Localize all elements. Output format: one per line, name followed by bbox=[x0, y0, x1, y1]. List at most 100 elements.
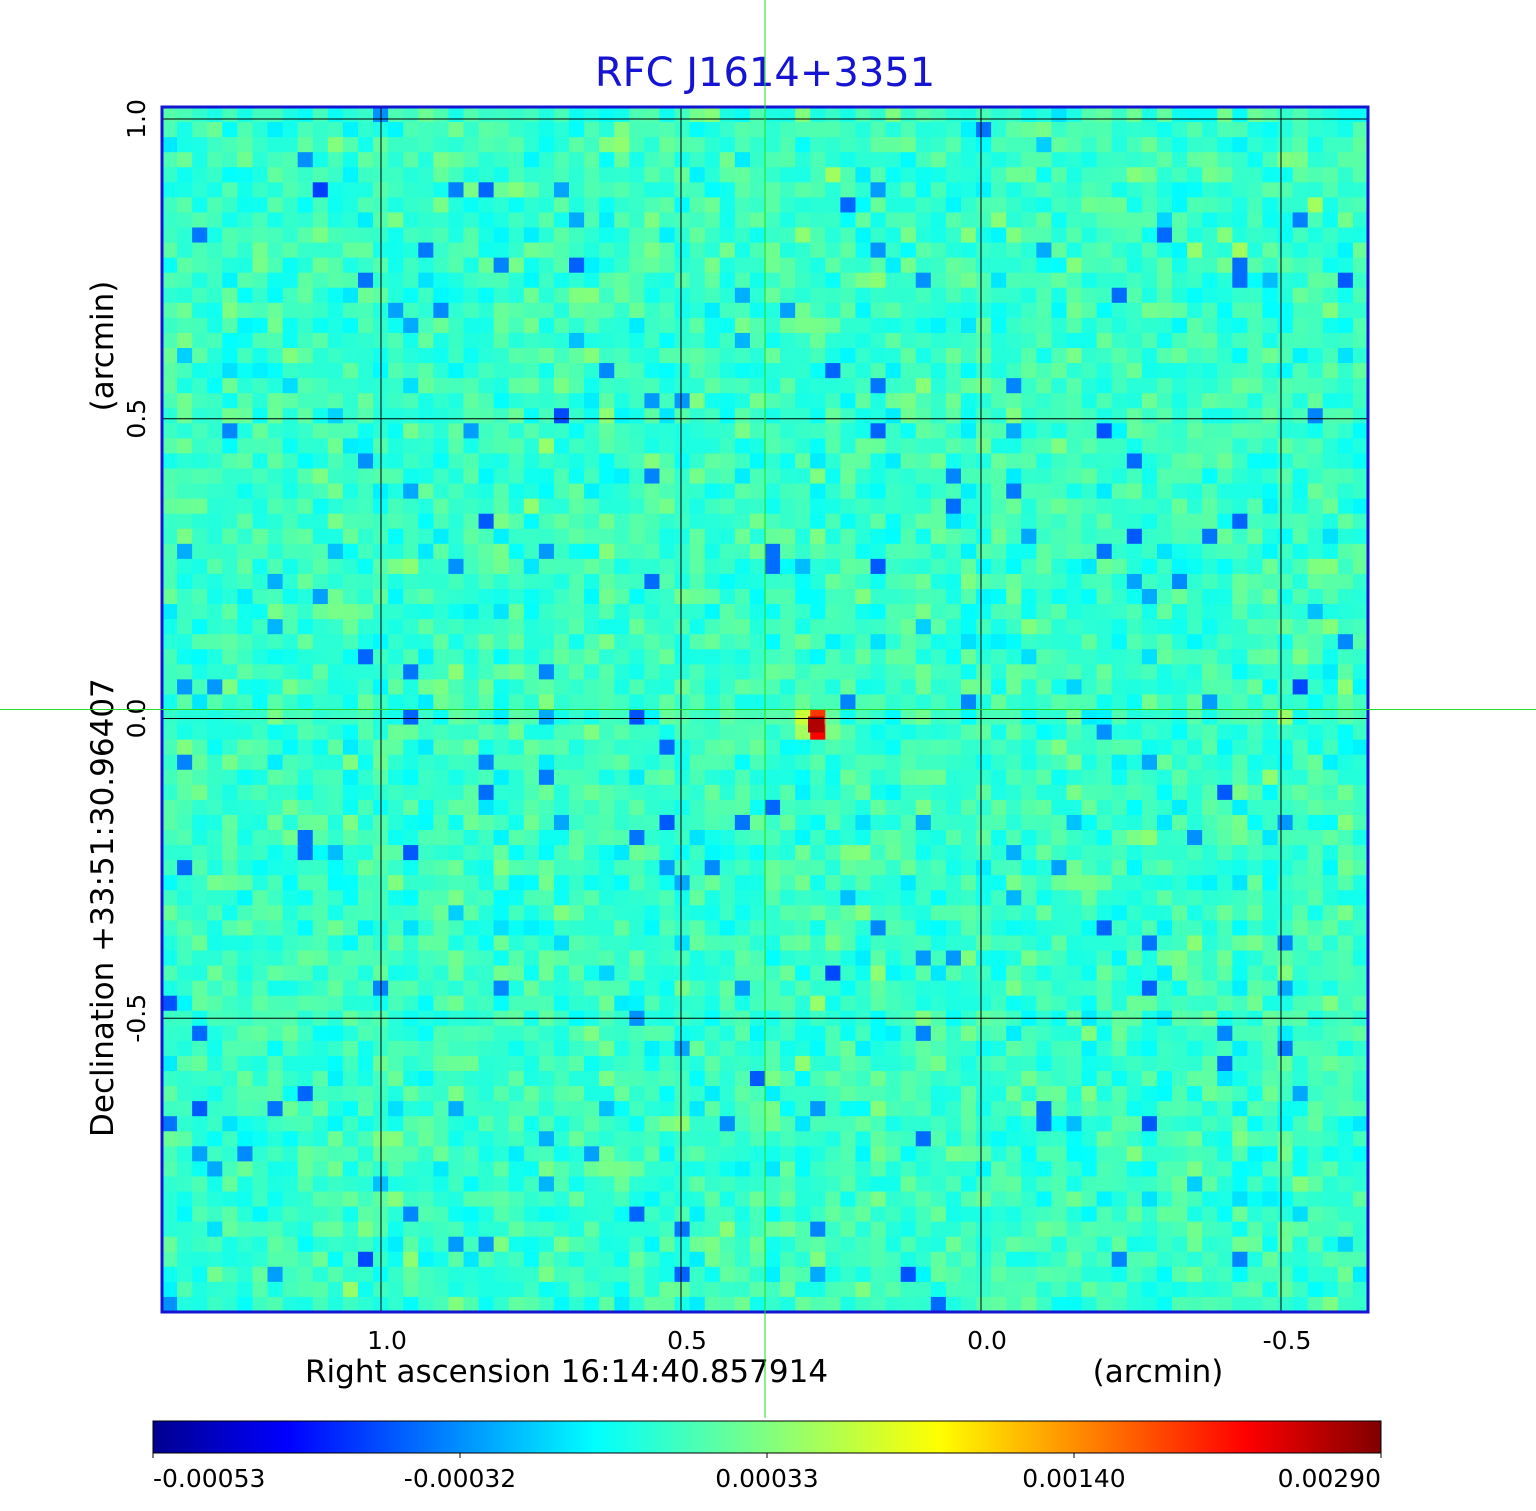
heatmap-cell bbox=[674, 634, 691, 650]
heatmap-cell bbox=[976, 438, 992, 455]
heatmap-cell bbox=[1277, 890, 1294, 906]
heatmap-cell bbox=[674, 995, 691, 1012]
heatmap-cell bbox=[297, 589, 314, 605]
heatmap-cell bbox=[900, 845, 917, 861]
heatmap-cell bbox=[810, 634, 826, 650]
heatmap-cell bbox=[749, 950, 766, 967]
heatmap-cell bbox=[855, 513, 872, 530]
heatmap-cell bbox=[840, 408, 857, 424]
heatmap-cell bbox=[629, 965, 645, 982]
heatmap-cell bbox=[1096, 965, 1113, 982]
heatmap-cell bbox=[960, 634, 977, 650]
heatmap-cell bbox=[418, 619, 434, 635]
heatmap-cell bbox=[1156, 302, 1173, 319]
heatmap-cell bbox=[976, 468, 992, 485]
heatmap-cell bbox=[177, 784, 193, 801]
heatmap-cell bbox=[659, 483, 676, 500]
heatmap-cell bbox=[1021, 317, 1037, 334]
heatmap-cell bbox=[433, 604, 450, 620]
heatmap-cell bbox=[1051, 378, 1068, 394]
heatmap-cell bbox=[569, 1025, 585, 1042]
heatmap-cell bbox=[930, 664, 947, 680]
heatmap-cell bbox=[1292, 679, 1309, 696]
heatmap-cell bbox=[207, 528, 223, 545]
heatmap-cell bbox=[1081, 784, 1098, 801]
heatmap-cell bbox=[704, 935, 721, 952]
heatmap-cell bbox=[388, 573, 404, 590]
heatmap-cell bbox=[870, 122, 887, 138]
heatmap-cell bbox=[403, 107, 419, 123]
heatmap-cell bbox=[1156, 995, 1173, 1012]
heatmap-cell bbox=[780, 634, 796, 650]
heatmap-cell bbox=[357, 679, 374, 696]
heatmap-cell bbox=[1217, 498, 1233, 515]
heatmap-cell bbox=[1262, 619, 1279, 635]
heatmap-cell bbox=[312, 137, 329, 153]
heatmap-cell bbox=[704, 137, 721, 153]
heatmap-cell bbox=[629, 348, 645, 364]
heatmap-cell bbox=[1337, 543, 1354, 560]
heatmap-cell bbox=[282, 724, 299, 741]
heatmap-cell bbox=[1156, 438, 1173, 455]
heatmap-cell bbox=[1156, 167, 1173, 183]
heatmap-cell bbox=[644, 950, 661, 967]
heatmap-cell bbox=[704, 589, 721, 605]
heatmap-cell bbox=[1172, 332, 1188, 349]
heatmap-cell bbox=[584, 438, 600, 455]
heatmap-cell bbox=[508, 589, 525, 605]
heatmap-cell bbox=[930, 739, 947, 756]
heatmap-cell bbox=[1262, 830, 1279, 846]
heatmap-cell bbox=[553, 257, 570, 274]
heatmap-cell bbox=[614, 769, 630, 786]
heatmap-cell bbox=[629, 317, 645, 334]
heatmap-cell bbox=[1247, 950, 1264, 967]
heatmap-cell bbox=[1277, 634, 1294, 650]
heatmap-cell bbox=[1217, 272, 1233, 289]
heatmap-cell bbox=[1187, 182, 1203, 198]
heatmap-cell bbox=[1111, 890, 1128, 906]
heatmap-cell bbox=[162, 498, 178, 515]
heatmap-cell bbox=[599, 860, 615, 876]
heatmap-cell bbox=[327, 634, 344, 650]
heatmap-cell bbox=[991, 558, 1007, 575]
heatmap-cell bbox=[569, 408, 585, 424]
heatmap-cell bbox=[569, 227, 585, 244]
heatmap-cell bbox=[1141, 920, 1158, 937]
heatmap-cell bbox=[282, 664, 299, 680]
heatmap-cell bbox=[659, 965, 676, 982]
heatmap-cell bbox=[870, 845, 887, 861]
heatmap-cell bbox=[840, 679, 857, 696]
heatmap-cell bbox=[1036, 393, 1053, 409]
heatmap-cell bbox=[1277, 543, 1294, 560]
heatmap-cell bbox=[749, 152, 766, 168]
heatmap-cell bbox=[659, 739, 676, 756]
heatmap-cell bbox=[719, 393, 736, 409]
heatmap-cell bbox=[1051, 332, 1068, 349]
heatmap-cell bbox=[1202, 483, 1218, 500]
heatmap-cell bbox=[342, 664, 359, 680]
heatmap-cell bbox=[629, 122, 645, 138]
heatmap-cell bbox=[689, 332, 706, 349]
heatmap-cell bbox=[267, 1040, 284, 1057]
heatmap-cell bbox=[1307, 272, 1324, 289]
heatmap-cell bbox=[1322, 799, 1339, 816]
heatmap-cell bbox=[674, 378, 691, 394]
heatmap-cell bbox=[659, 242, 676, 259]
heatmap-cell bbox=[855, 453, 872, 470]
heatmap-cell bbox=[885, 905, 902, 921]
heatmap-cell bbox=[1051, 543, 1068, 560]
heatmap-cell bbox=[644, 393, 661, 409]
heatmap-cell bbox=[674, 1025, 691, 1042]
heatmap-cell bbox=[915, 769, 932, 786]
heatmap-cell bbox=[1217, 604, 1233, 620]
heatmap-cell bbox=[900, 393, 917, 409]
heatmap-cell bbox=[1036, 558, 1053, 575]
heatmap-cell bbox=[1247, 438, 1264, 455]
heatmap-cell bbox=[553, 995, 570, 1012]
heatmap-cell bbox=[267, 378, 284, 394]
heatmap-cell bbox=[1036, 634, 1053, 650]
heatmap-cell bbox=[1141, 167, 1158, 183]
heatmap-cell bbox=[433, 754, 450, 771]
heatmap-cell bbox=[930, 573, 947, 590]
heatmap-cell bbox=[508, 558, 525, 575]
